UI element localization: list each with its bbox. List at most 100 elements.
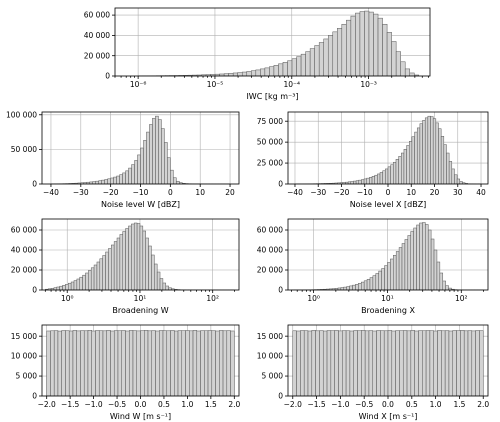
histogram-bar xyxy=(211,330,216,396)
histogram-bar xyxy=(448,330,454,396)
histogram-bar xyxy=(437,330,442,396)
histogram-bar xyxy=(79,276,83,290)
y-tick-label: 20 000 xyxy=(84,51,110,60)
histogram-bar xyxy=(442,280,446,290)
x-tick-label: 40 xyxy=(476,188,486,197)
histogram-bar xyxy=(82,274,86,290)
histogram-bar xyxy=(435,122,439,184)
y-tick-label: 15 000 xyxy=(257,332,283,341)
histogram-bar xyxy=(409,72,415,76)
x-tick-label: 10⁻⁵ xyxy=(207,80,224,89)
histogram-bar xyxy=(406,330,412,396)
x-tick-label: −20 xyxy=(103,188,119,197)
histogram-bar xyxy=(475,330,480,396)
histogram-bar xyxy=(108,248,112,290)
histogram-bar xyxy=(398,247,403,290)
y-tick-label: 5 000 xyxy=(262,372,284,381)
histogram-bar xyxy=(128,167,132,184)
y-tick-label: 60 000 xyxy=(257,226,283,235)
histogram-bar xyxy=(355,284,359,290)
x-tick-label: 10² xyxy=(455,294,468,303)
y-tick-label: 15 000 xyxy=(11,332,37,341)
histogram-bar xyxy=(174,330,179,396)
histogram-bar xyxy=(230,330,235,396)
histogram-bar xyxy=(273,65,279,76)
histogram-bar xyxy=(440,136,445,184)
x-tick-label: −30 xyxy=(73,188,89,197)
histogram-bar xyxy=(170,330,175,396)
histogram-bar xyxy=(61,330,66,396)
histogram-bar xyxy=(377,173,381,184)
histogram-bar xyxy=(441,330,446,396)
histogram-bar xyxy=(391,41,397,76)
histogram-bar xyxy=(241,71,248,76)
histogram-bar xyxy=(133,222,138,290)
histogram-bar xyxy=(110,177,114,184)
histogram-bar xyxy=(155,115,159,184)
histogram-bar xyxy=(376,330,381,396)
histogram-bar xyxy=(296,56,302,76)
histogram-bar xyxy=(70,281,75,290)
histogram-bar xyxy=(419,222,423,290)
histogram-bar xyxy=(72,330,77,396)
histogram-bar xyxy=(390,258,394,290)
histogram-bar xyxy=(300,53,306,76)
histogram-bar xyxy=(322,330,328,396)
x-tick-label: 20 xyxy=(225,188,235,197)
histogram-bar xyxy=(307,330,313,396)
histogram-bar xyxy=(385,168,389,184)
y-tick-label: 100 000 xyxy=(6,110,37,119)
histogram-bar xyxy=(438,128,442,184)
histogram-bar xyxy=(95,330,100,396)
histogram-bar xyxy=(430,238,435,290)
y-tick-label: 0 xyxy=(32,286,37,295)
histogram-bar xyxy=(349,285,353,290)
histogram-bar xyxy=(446,152,450,184)
histogram-bar xyxy=(366,279,371,290)
histogram-bar xyxy=(311,330,316,396)
histogram-bar xyxy=(101,179,105,184)
histogram-bar xyxy=(192,330,198,396)
histogram-bar xyxy=(165,285,169,290)
histogram-bar xyxy=(162,282,167,290)
histogram-bar xyxy=(122,231,126,290)
histogram-bar xyxy=(76,278,80,290)
histogram-bar xyxy=(251,70,257,76)
histogram-bar xyxy=(119,174,123,184)
histogram-bar xyxy=(116,175,120,184)
histogram-bar xyxy=(56,286,60,290)
histogram-bar xyxy=(372,330,377,396)
histogram-bar xyxy=(119,234,124,290)
histogram-bar xyxy=(222,330,228,396)
y-tick-label: 60 000 xyxy=(84,11,110,20)
histogram-bar xyxy=(355,12,361,76)
histogram-bar xyxy=(400,61,406,76)
histogram-bar xyxy=(368,330,374,396)
histogram-bar xyxy=(346,286,350,290)
histogram-bar xyxy=(422,330,427,396)
x-axis-label: Broadening X xyxy=(361,306,415,315)
x-tick-label: 30 xyxy=(453,188,463,197)
histogram-bar xyxy=(204,330,209,396)
histogram-bar xyxy=(177,330,183,396)
histogram-bar xyxy=(173,177,177,184)
histogram-bar xyxy=(87,330,92,396)
histogram-bar xyxy=(373,13,379,76)
histogram-bar xyxy=(379,172,383,184)
histogram-bar xyxy=(404,68,410,76)
histogram-bar xyxy=(360,281,365,290)
histogram-bar xyxy=(398,156,402,184)
histogram-bar xyxy=(381,268,385,290)
y-tick-label: 75 000 xyxy=(257,117,283,126)
histogram-bar xyxy=(330,330,335,396)
histogram-bar xyxy=(424,117,429,184)
x-tick-label: 20 xyxy=(430,188,440,197)
histogram-bar xyxy=(353,330,358,396)
x-tick-label: 10⁰ xyxy=(61,294,74,303)
histogram-bar xyxy=(131,223,135,290)
x-tick-label: 0.0 xyxy=(135,400,147,409)
histogram-bar xyxy=(158,119,162,184)
histogram-bar xyxy=(413,227,417,290)
histogram-bar xyxy=(416,127,421,184)
